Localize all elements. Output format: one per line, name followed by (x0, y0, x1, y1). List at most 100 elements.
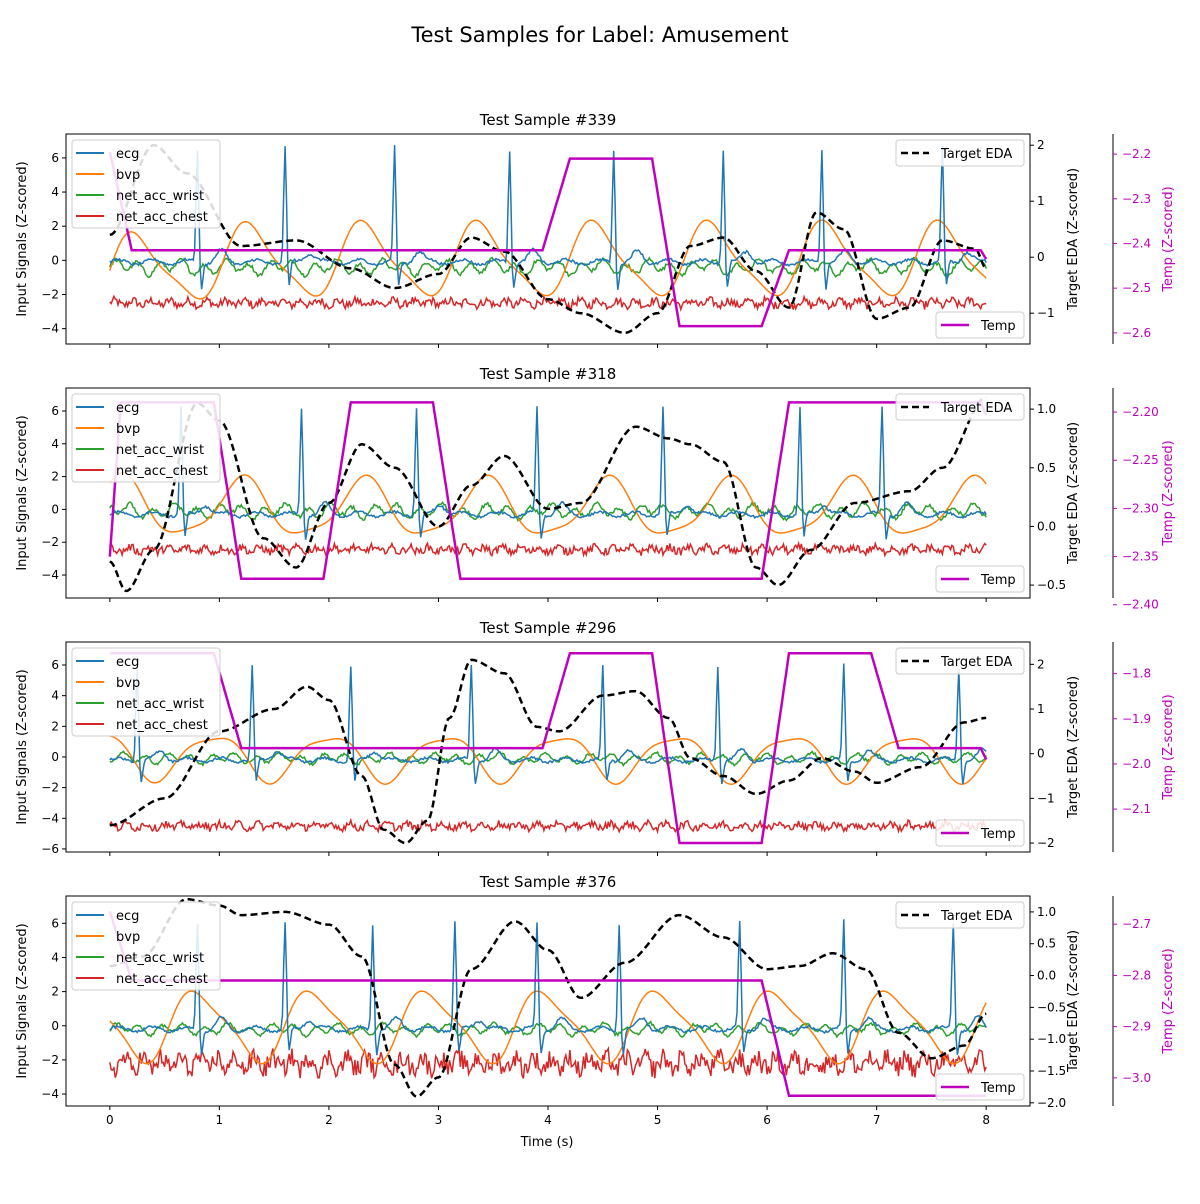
right-axis-label: Target EDA (Z-scored) (1066, 422, 1081, 565)
temp-tick-label: −2.20 (1122, 405, 1159, 419)
temp-tick-label: −1.9 (1122, 712, 1151, 726)
right-tick-label: −0.5 (1037, 1000, 1066, 1014)
series-temp (108, 401, 988, 580)
right-tick-label: 0 (1037, 250, 1045, 264)
right-axis-label: Target EDA (Z-scored) (1066, 168, 1081, 311)
series-net-acc-chest (109, 817, 987, 835)
series-target-eda (109, 658, 987, 845)
right-tick-label: 1 (1037, 702, 1045, 716)
series-temp (109, 652, 988, 845)
legend-label: net_acc_chest (116, 464, 208, 479)
legend-label: net_acc_wrist (116, 697, 204, 712)
temp-tick-label: −2.7 (1122, 917, 1151, 931)
left-tick-label: −4 (41, 811, 59, 825)
right-tick-label: 2 (1037, 657, 1045, 671)
temp-tick-label: −2.1 (1122, 802, 1151, 816)
temp-axis-label: Temp (Z-scored) (1161, 948, 1176, 1054)
left-tick-label: 4 (51, 689, 59, 703)
left-tick-label: 2 (51, 219, 59, 233)
series-target-eda (109, 143, 987, 335)
legend-left-box (71, 393, 221, 483)
temp-tick-label: −2.3 (1122, 192, 1151, 206)
temp-tick-label: −2.40 (1122, 598, 1159, 612)
left-tick-label: −4 (41, 322, 59, 336)
left-tick-label: −4 (41, 568, 59, 582)
legend-eda-box (895, 647, 1025, 675)
left-axis-label: Input Signals (Z-scored) (15, 161, 30, 316)
temp-tick-label: −2.6 (1122, 326, 1151, 340)
legend-label: bvp (116, 676, 140, 691)
legend-label: bvp (116, 422, 140, 437)
panel-title: Test Sample #376 (479, 873, 617, 891)
legend-eda-label: Target EDA (940, 401, 1012, 416)
x-tick-label: 0 (106, 1113, 114, 1127)
left-tick-label: 6 (51, 404, 59, 418)
figure-title: Test Samples for Label: Amusement (410, 23, 788, 47)
legend-label: ecg (116, 401, 139, 416)
temp-tick-label: −3.0 (1122, 1071, 1151, 1085)
left-tick-label: −2 (41, 287, 59, 301)
left-tick-label: 0 (51, 750, 59, 764)
legend-label: bvp (116, 930, 140, 945)
series-temp (108, 911, 987, 1098)
right-tick-label: 2 (1037, 138, 1045, 152)
series-net-acc-wrist (109, 256, 987, 279)
x-tick-label: 1 (216, 1113, 224, 1127)
x-tick-label: 3 (435, 1113, 443, 1127)
right-tick-label: −0.5 (1037, 578, 1066, 592)
series-ecg (109, 919, 987, 1056)
left-tick-label: 0 (51, 502, 59, 516)
right-tick-label: 0.0 (1037, 969, 1056, 983)
temp-tick-label: −2.0 (1122, 757, 1151, 771)
x-tick-label: 2 (325, 1113, 333, 1127)
legend-label: net_acc_chest (116, 210, 208, 225)
right-tick-label: −1 (1037, 791, 1055, 805)
legend-eda-box (895, 139, 1025, 167)
left-axis-label: Input Signals (Z-scored) (15, 415, 30, 570)
legend-left-box (71, 647, 221, 737)
right-tick-label: 1.0 (1037, 402, 1056, 416)
temp-axis-label: Temp (Z-scored) (1161, 694, 1176, 800)
left-axis-label: Input Signals (Z-scored) (15, 923, 30, 1078)
series-ecg (109, 145, 987, 290)
legend-temp-box (935, 565, 1025, 593)
legend-eda-box (895, 393, 1025, 421)
left-tick-label: −2 (41, 535, 59, 549)
left-tick-label: 4 (51, 950, 59, 964)
left-tick-label: −2 (41, 781, 59, 795)
left-tick-label: 6 (51, 658, 59, 672)
x-axis-label: Time (s) (520, 1135, 574, 1150)
temp-tick-label: −2.4 (1122, 236, 1151, 250)
legend-left-box (71, 139, 221, 229)
legend-left-box (71, 901, 221, 991)
right-tick-label: −2.0 (1037, 1096, 1066, 1110)
left-tick-label: 6 (51, 151, 59, 165)
series-target-eda (109, 897, 987, 1098)
x-tick-label: 7 (873, 1113, 881, 1127)
legend-label: net_acc_wrist (116, 951, 204, 966)
temp-tick-label: −2.8 (1122, 968, 1151, 982)
right-tick-label: −2 (1037, 836, 1055, 850)
legend-temp-box (935, 1073, 1025, 1101)
legend-label: net_acc_chest (116, 972, 208, 987)
left-tick-label: 0 (51, 1019, 59, 1033)
legend-label: ecg (116, 909, 139, 924)
series-net-acc-chest (109, 1046, 987, 1080)
right-tick-label: −1 (1037, 306, 1055, 320)
temp-tick-label: −2.30 (1122, 501, 1159, 515)
legend-eda-box (895, 901, 1025, 929)
legend-label: net_acc_chest (116, 718, 208, 733)
left-tick-label: 6 (51, 916, 59, 930)
left-tick-label: 4 (51, 185, 59, 199)
legend-temp-label: Temp (980, 573, 1016, 588)
legend-temp-label: Temp (980, 319, 1016, 334)
right-tick-label: −1.0 (1037, 1032, 1066, 1046)
right-tick-label: −1.5 (1037, 1064, 1066, 1078)
legend-temp-label: Temp (980, 1081, 1016, 1096)
left-tick-label: 2 (51, 985, 59, 999)
right-tick-label: 0 (1037, 747, 1045, 761)
right-tick-label: 1.0 (1037, 905, 1056, 919)
left-tick-label: −6 (41, 842, 59, 856)
